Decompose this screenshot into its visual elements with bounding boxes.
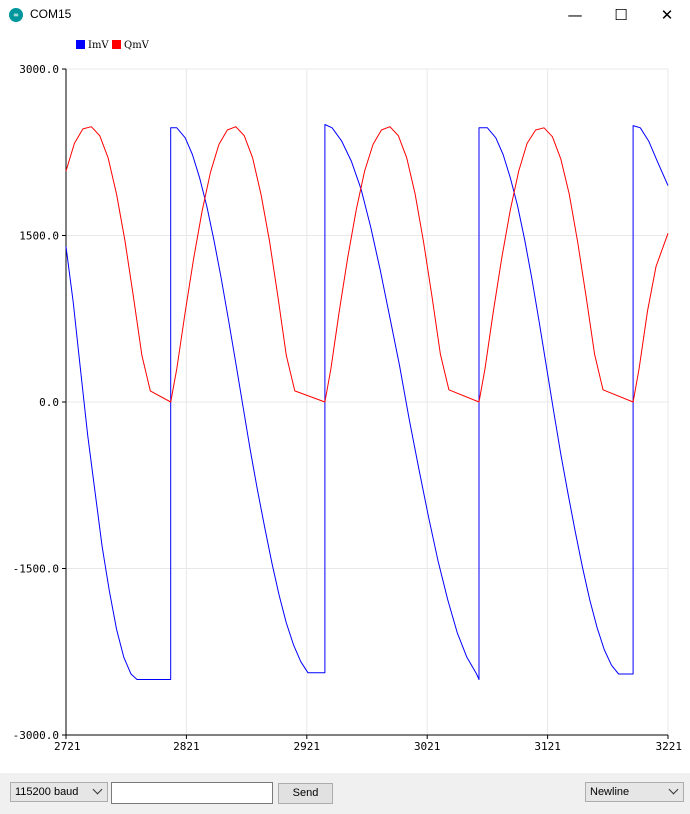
close-button[interactable]: ✕ [660,6,674,24]
x-tick-label: 2721 [54,740,81,753]
y-tick-label: -1500.0 [13,563,59,576]
line-ending-value: Newline [590,786,630,798]
x-tick-label: 3121 [534,740,561,753]
line-ending-select[interactable]: Newline [585,782,684,802]
series-line-imv [65,124,669,680]
y-tick-label: 1500.0 [19,230,59,243]
legend-label-qmv: QmV [124,40,150,51]
maximize-button[interactable]: ☐ [614,6,628,24]
message-input[interactable] [111,782,273,804]
y-tick-label: 0.0 [39,396,59,409]
x-tick-label: 2821 [173,740,200,753]
title-bar: ∞ COM15 — ☐ ✕ [0,0,690,31]
baud-rate-value: 115200 baud [15,786,79,798]
chevron-down-icon [92,784,103,795]
series-line-qmv [65,126,669,403]
legend-swatch-imv [76,40,85,49]
window-title: COM15 [30,7,72,21]
y-tick-label: 3000.0 [19,63,59,76]
baud-rate-select[interactable]: 115200 baud [10,782,108,802]
y-tick-label: -3000.0 [13,729,59,742]
legend-swatch-qmv [112,40,121,49]
minimize-button[interactable]: — [567,6,583,24]
x-tick-label: 2921 [294,740,321,753]
chevron-down-icon [668,784,679,795]
bottom-toolbar: 115200 baud Send Newline [0,773,690,814]
x-tick-label: 3021 [414,740,441,753]
x-tick-label: 3221 [656,740,683,753]
send-button[interactable]: Send [278,783,333,804]
arduino-icon: ∞ [9,8,23,22]
legend-label-imv: ImV [88,40,109,51]
